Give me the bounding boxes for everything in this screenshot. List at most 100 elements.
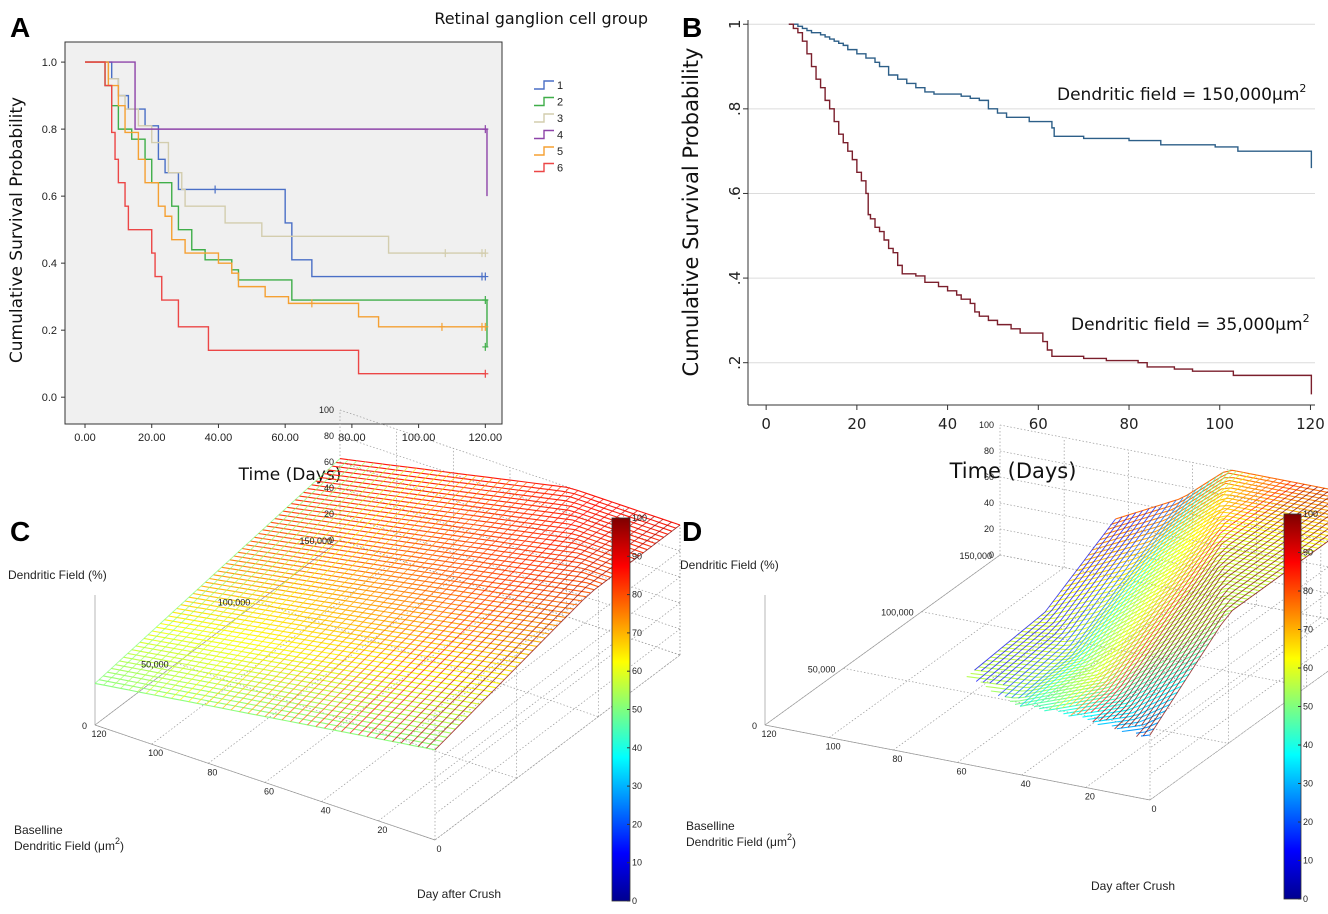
surface-mesh-line xyxy=(273,480,519,719)
censor-mark-group-5 xyxy=(482,322,489,331)
surface-mesh-line xyxy=(989,510,1143,684)
colorbar-tick-label: 50 xyxy=(632,705,642,715)
surface-mesh-line xyxy=(307,485,553,726)
surface-mesh-line xyxy=(375,504,621,739)
floor-grid-line xyxy=(1085,617,1322,788)
surface-mesh-line xyxy=(1070,477,1271,717)
survival-curves-a xyxy=(85,61,489,378)
y-tick-label-b: .8 xyxy=(726,102,744,116)
z-tick-label: 60 xyxy=(324,457,334,467)
censor-mark-group-5 xyxy=(438,322,445,331)
y-tick-label-a: 1.0 xyxy=(42,57,57,69)
surface-mesh-line xyxy=(975,514,1130,682)
y-tick-label-a: 0.0 xyxy=(42,392,57,404)
colorbar-tick-label: 100 xyxy=(1303,509,1318,519)
surface-mesh-line xyxy=(1120,503,1328,729)
annotation-150000: Dendritic field = 150,000μm2 xyxy=(1057,82,1306,105)
censor-mark-group-5 xyxy=(308,299,315,308)
surface-mesh-line xyxy=(1019,489,1197,707)
wall-grid-line xyxy=(1149,644,1328,775)
legend-label-group-5: 5 xyxy=(557,146,563,158)
floor-grid-line xyxy=(893,579,1129,751)
y-tick-label: 0 xyxy=(752,721,757,731)
colorbar-tick-label: 20 xyxy=(1303,817,1313,827)
x-tick-label-b: 80 xyxy=(1119,415,1138,433)
legend-a: 1 2 3 4 5 6 xyxy=(534,80,563,175)
x-tick-label: 40 xyxy=(1021,779,1031,789)
floor-grid-line xyxy=(1021,604,1257,776)
floor-grid-line xyxy=(434,654,681,841)
surface-mesh-line xyxy=(1048,470,1238,711)
surface-mesh-line xyxy=(171,467,417,699)
surface-mesh-line xyxy=(162,466,409,698)
surface-mesh-line xyxy=(120,461,366,689)
floor-grid-line xyxy=(176,663,517,779)
gridlines-b xyxy=(748,23,1315,364)
x-tick-label-b: 100 xyxy=(1205,415,1234,433)
surface-mesh-line xyxy=(996,508,1150,685)
panel-label-b: B xyxy=(682,12,702,43)
surface-mesh-line xyxy=(366,501,613,737)
surface-mesh-line xyxy=(1046,472,1224,702)
surface-mesh-line xyxy=(324,487,570,729)
surface-mesh-line xyxy=(426,521,672,749)
colorbar-tick-label: 10 xyxy=(632,858,642,868)
x-tick-label: 120 xyxy=(91,729,106,739)
wall-grid-line xyxy=(434,628,681,815)
colorbar-tick-label: 70 xyxy=(632,628,642,638)
legend-swatch-group-2 xyxy=(534,96,554,107)
surface-contour-line xyxy=(1082,685,1182,718)
x-tick-label: 20 xyxy=(377,825,387,835)
legend-swatch-group-1 xyxy=(534,80,554,90)
surface-mesh-line xyxy=(1018,497,1184,699)
z-axis-title-d: Dendritic Field (%) xyxy=(680,558,779,572)
panel-d: D 100806040200150,000100,00050,000012010… xyxy=(680,420,1328,904)
axis-edge-line xyxy=(94,539,341,726)
surface-contour-line xyxy=(1087,494,1328,556)
colorbar-tick-label: 40 xyxy=(632,743,642,753)
colorbar-tick-label: 0 xyxy=(1303,894,1308,904)
x-tick-label: 80 xyxy=(207,767,217,777)
surface-mesh-line xyxy=(1061,473,1251,709)
z-tick-label: 20 xyxy=(984,524,994,534)
censor-mark-group-2 xyxy=(482,342,489,351)
surface-mesh-line xyxy=(434,524,681,751)
x-tick-label-b: 40 xyxy=(938,415,957,433)
surface-mesh-line xyxy=(1099,485,1312,722)
surface-mesh-line xyxy=(128,462,375,691)
surface-mesh-line xyxy=(1097,482,1298,712)
colorbar-tick-label: 0 xyxy=(632,896,637,906)
surface-mesh-line xyxy=(1105,486,1318,721)
z-tick-label: 0 xyxy=(989,550,994,560)
legend-label-group-4: 4 xyxy=(557,130,563,142)
panel-label-d: D xyxy=(682,516,702,547)
x-tick-label-a: 40.00 xyxy=(205,432,233,444)
surface-mesh-line xyxy=(1011,499,1177,698)
plot-area-a xyxy=(64,41,503,425)
surface-mesh-line xyxy=(1077,478,1278,716)
surface-mesh-line xyxy=(1134,515,1328,727)
floor-grid-line xyxy=(378,635,624,822)
survival-line-group-4 xyxy=(85,61,488,197)
surface-mesh-line xyxy=(1053,469,1231,701)
y-axis-title-a: Cumulative Survival Probability xyxy=(7,97,27,363)
surface-mesh-line xyxy=(1090,481,1291,713)
x-tick-label-b: 0 xyxy=(761,415,771,433)
z-tick-label: 100 xyxy=(979,420,994,430)
surface-mesh-line xyxy=(341,493,587,732)
surface-d xyxy=(966,469,1328,737)
surface-mesh-line xyxy=(213,473,460,707)
legend-label-group-3: 3 xyxy=(557,113,563,125)
surface-mesh-line xyxy=(230,475,477,711)
surface-mesh-line xyxy=(1127,509,1328,728)
colorbar-tick-label: 90 xyxy=(1303,548,1313,558)
x-tick-label-b: 20 xyxy=(847,415,866,433)
z-tick-label: 80 xyxy=(324,431,334,441)
colorbar-tick-label: 60 xyxy=(1303,663,1313,673)
surface-mesh-line xyxy=(982,512,1137,683)
x-tick-label: 0 xyxy=(436,844,441,854)
x-tick-label: 100 xyxy=(826,742,841,752)
surface-mesh-line xyxy=(1142,534,1328,737)
panel-b: B 1.8.6.4.2 0 20 40 60 80 100 120 Time (Days) … xyxy=(679,12,1325,483)
y-tick-label-a: 0.2 xyxy=(42,325,57,337)
